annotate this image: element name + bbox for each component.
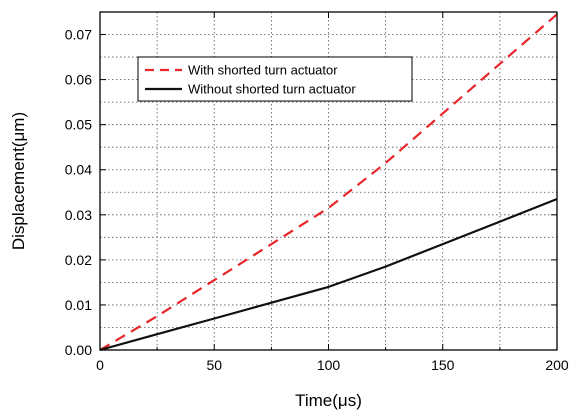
legend: With shorted turn actuator Without shorte… [137,56,413,102]
y-tick-label: 0.06 [65,72,92,88]
legend-entry-1: With shorted turn actuator [188,63,338,78]
y-axis-label: Displacement(μm) [9,112,28,250]
x-tick-label: 200 [545,357,569,373]
legend-box [137,56,413,102]
y-tick-label: 0.05 [65,117,92,133]
y-tick-label: 0.02 [65,252,92,268]
y-tick-label: 0.07 [65,27,92,43]
legend-entry-2: Without shorted turn actuator [188,82,356,97]
y-tick-label: 0.03 [65,207,92,223]
series-group [99,13,558,352]
series-line-2 [99,197,558,352]
ticks: 0 50 100 150 200 0.00 0.01 0.02 0.03 0.04 0.05 0.06… [65,12,569,373]
x-tick-label: 150 [431,357,455,373]
y-tick-label: 0.01 [65,297,92,313]
y-tick-label: 0.04 [65,162,92,178]
x-tick-label: 50 [206,357,222,373]
x-tick-label: 0 [96,357,104,373]
y-tick-label: 0.00 [65,342,92,358]
x-axis-label: Time(μs) [295,391,362,410]
x-tick-label: 100 [317,357,341,373]
